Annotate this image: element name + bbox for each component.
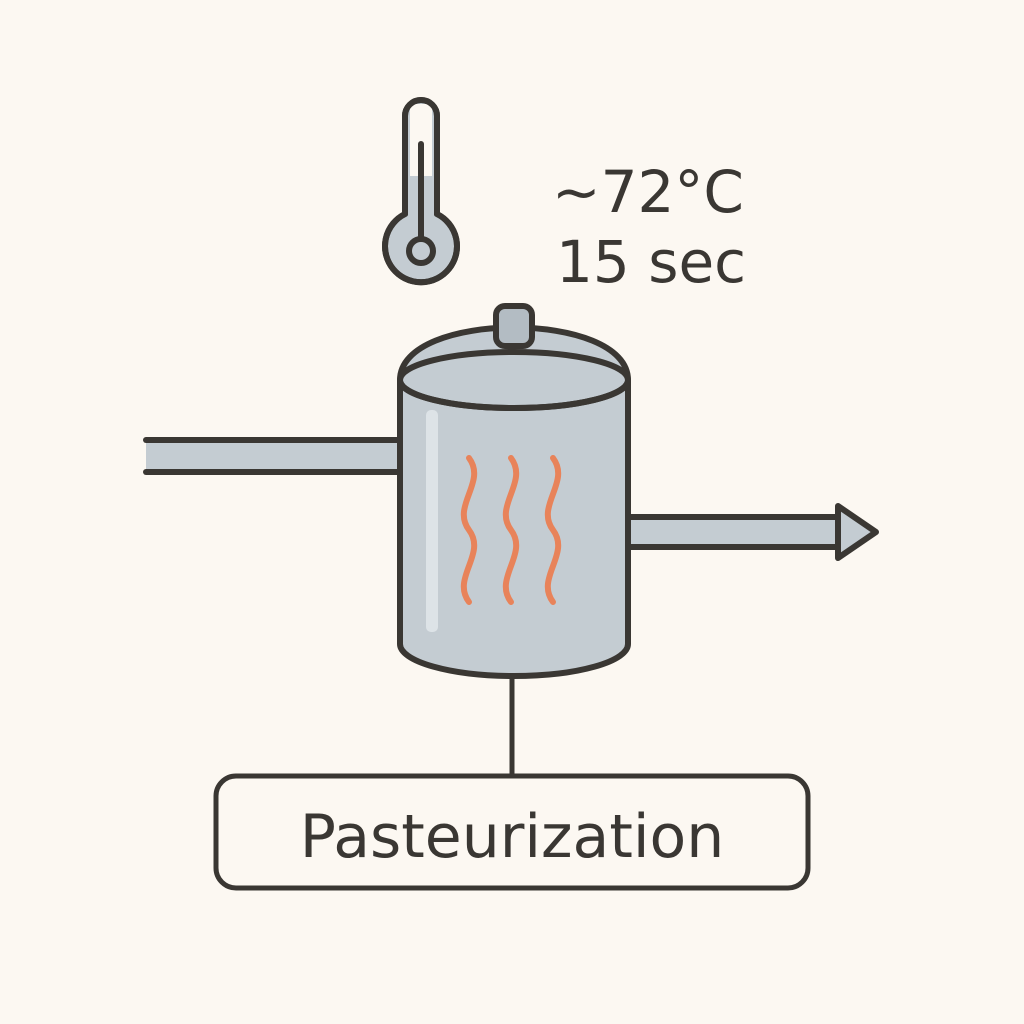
thermometer-icon	[382, 97, 460, 286]
duration-label: 15 sec	[556, 228, 746, 296]
arrow-right-icon	[835, 503, 879, 561]
process-caption: Pasteurization	[300, 802, 725, 872]
tank-icon	[397, 303, 631, 679]
caption-box: Pasteurization	[213, 773, 811, 891]
heat-waves-icon	[460, 455, 562, 605]
temperature-label: ~72°C	[552, 158, 744, 226]
inlet-pipe	[143, 437, 405, 475]
outlet-pipe	[623, 514, 849, 550]
